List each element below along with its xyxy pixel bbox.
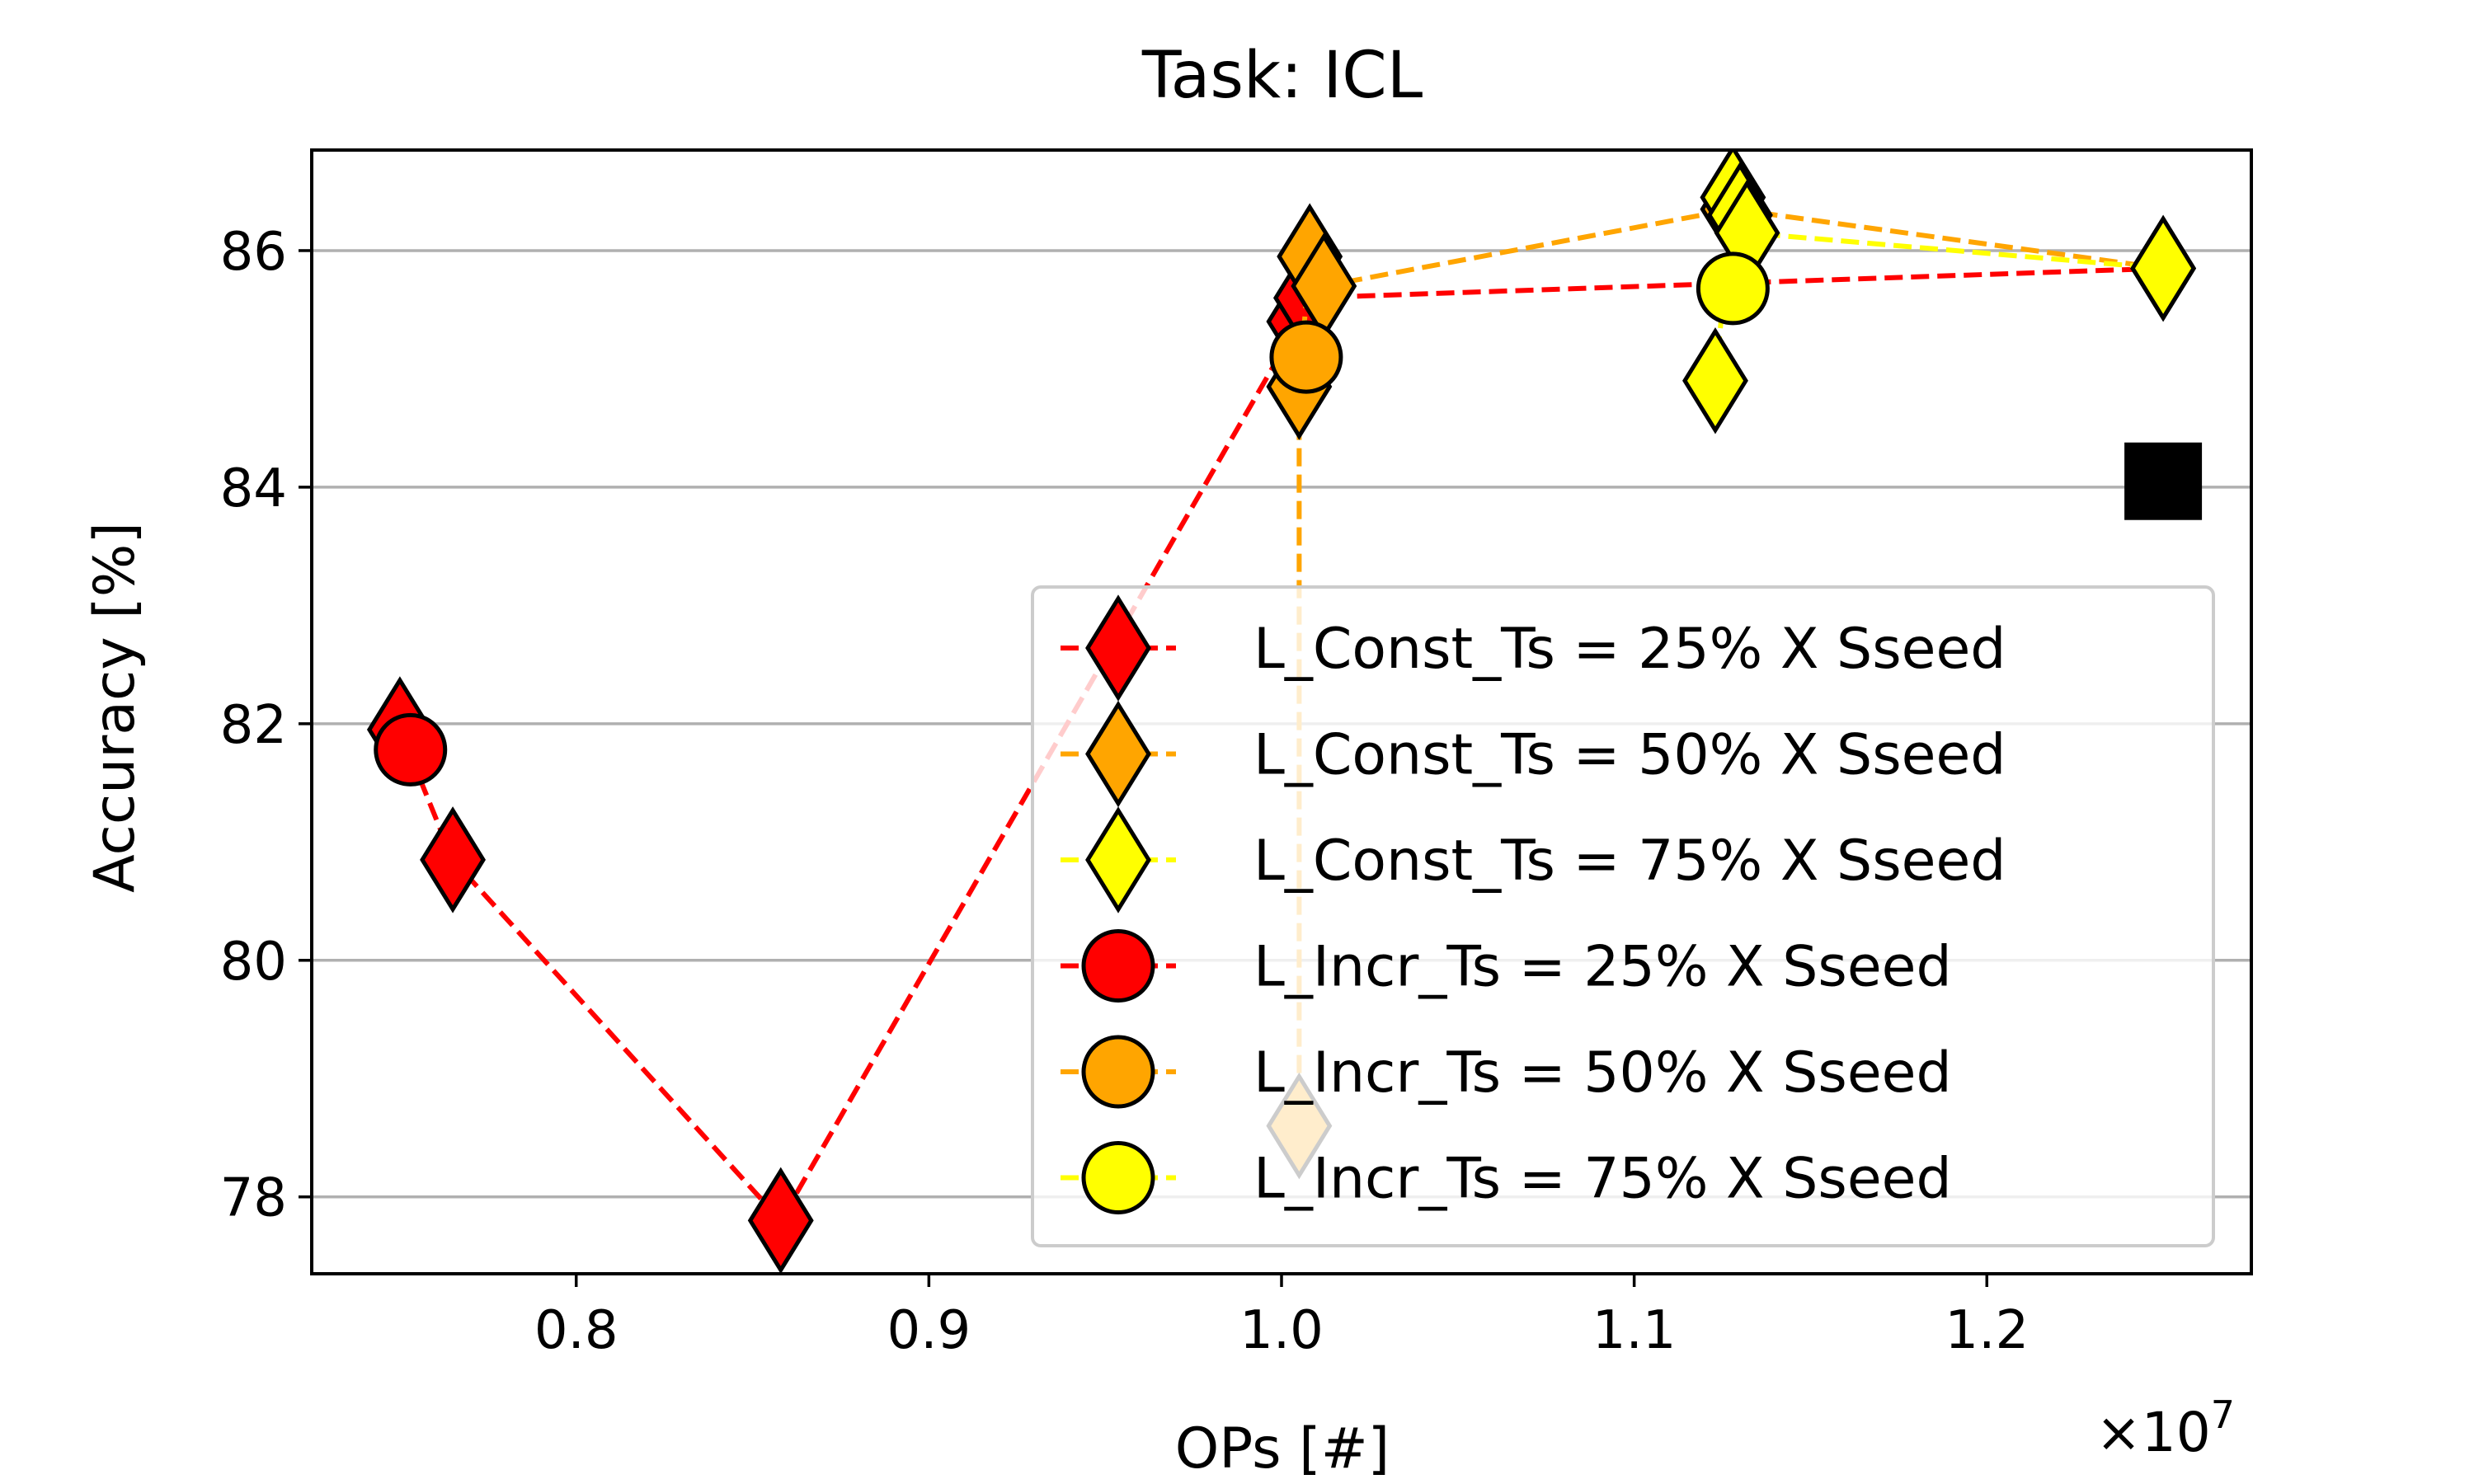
x-tick-label: 1.2 [1945,1300,2029,1361]
y-axis-label: Accuracy [%] [82,522,148,893]
y-tick-label: 86 [220,222,287,283]
legend-marker-circle [1081,1141,1155,1214]
legend-item: L_Const_Ts = 50% X Sseed [1061,700,2006,808]
legend-item: L_Incr_Ts = 25% X Sseed [1061,929,1952,1003]
x-tick-label: 0.8 [534,1300,618,1361]
data-point-diamond [420,806,486,913]
legend: L_Const_Ts = 25% X Sseed L_Const_Ts = 50%… [1031,585,2215,1247]
chart-title: Task: ICL [1141,39,1423,113]
x-axis-multiplier: ×107 [2095,1392,2235,1464]
legend-label: L_Const_Ts = 25% X Sseed [1253,617,2006,682]
legend-label: L_Const_Ts = 75% X Sseed [1253,829,2006,894]
series-5 [1269,320,1343,394]
legend-frame [1031,585,2215,1247]
data-point-diamond [2130,214,2197,322]
legend-marker-circle [1081,929,1155,1003]
legend-label: L_Incr_Ts = 75% X Sseed [1253,1147,1952,1212]
legend-marker-circle [1081,1035,1155,1109]
series-line [1713,196,2164,382]
x-tick-label: 1.0 [1239,1300,1324,1361]
legend-item: L_Const_Ts = 25% X Sseed [1061,594,2006,702]
legend-item: L_Incr_Ts = 75% X Sseed [1061,1141,1952,1214]
legend-item: L_Const_Ts = 75% X Sseed [1061,806,2006,913]
x-multiplier-base: ×10 [2095,1401,2210,1464]
x-tick-label: 1.1 [1592,1300,1677,1361]
legend-marker-diamond [1085,700,1151,808]
data-point-diamond [747,1167,814,1274]
tick-layer: 78 80 82 84 86 0.8 0.9 1.0 1.1 1.2 [220,222,2030,1361]
legend-label: L_Incr_Ts = 50% X Sseed [1253,1040,1952,1106]
legend-marker-diamond [1085,594,1151,702]
data-point-circle [1696,251,1770,326]
y-tick-label: 78 [220,1168,287,1229]
y-tick-label: 80 [220,932,287,993]
legend-item: L_Incr_Ts = 50% X Sseed [1061,1035,1952,1109]
series-4 [374,712,448,787]
y-tick-label: 82 [220,695,287,756]
x-multiplier-exponent: 7 [2211,1392,2235,1437]
x-tick-label: 0.9 [887,1300,971,1361]
x-axis-label: OPs [#] [1175,1416,1390,1482]
y-tick-label: 84 [220,458,287,519]
data-point-square [2124,442,2203,520]
legend-marker-diamond [1085,806,1151,913]
data-point-circle [1269,320,1343,394]
data-point-diamond [1682,327,1748,434]
series-6 [1696,251,1770,326]
legend-label: L_Incr_Ts = 25% X Sseed [1253,935,1952,1000]
data-point-circle [374,712,448,787]
legend-label: L_Const_Ts = 50% X Sseed [1253,723,2006,788]
